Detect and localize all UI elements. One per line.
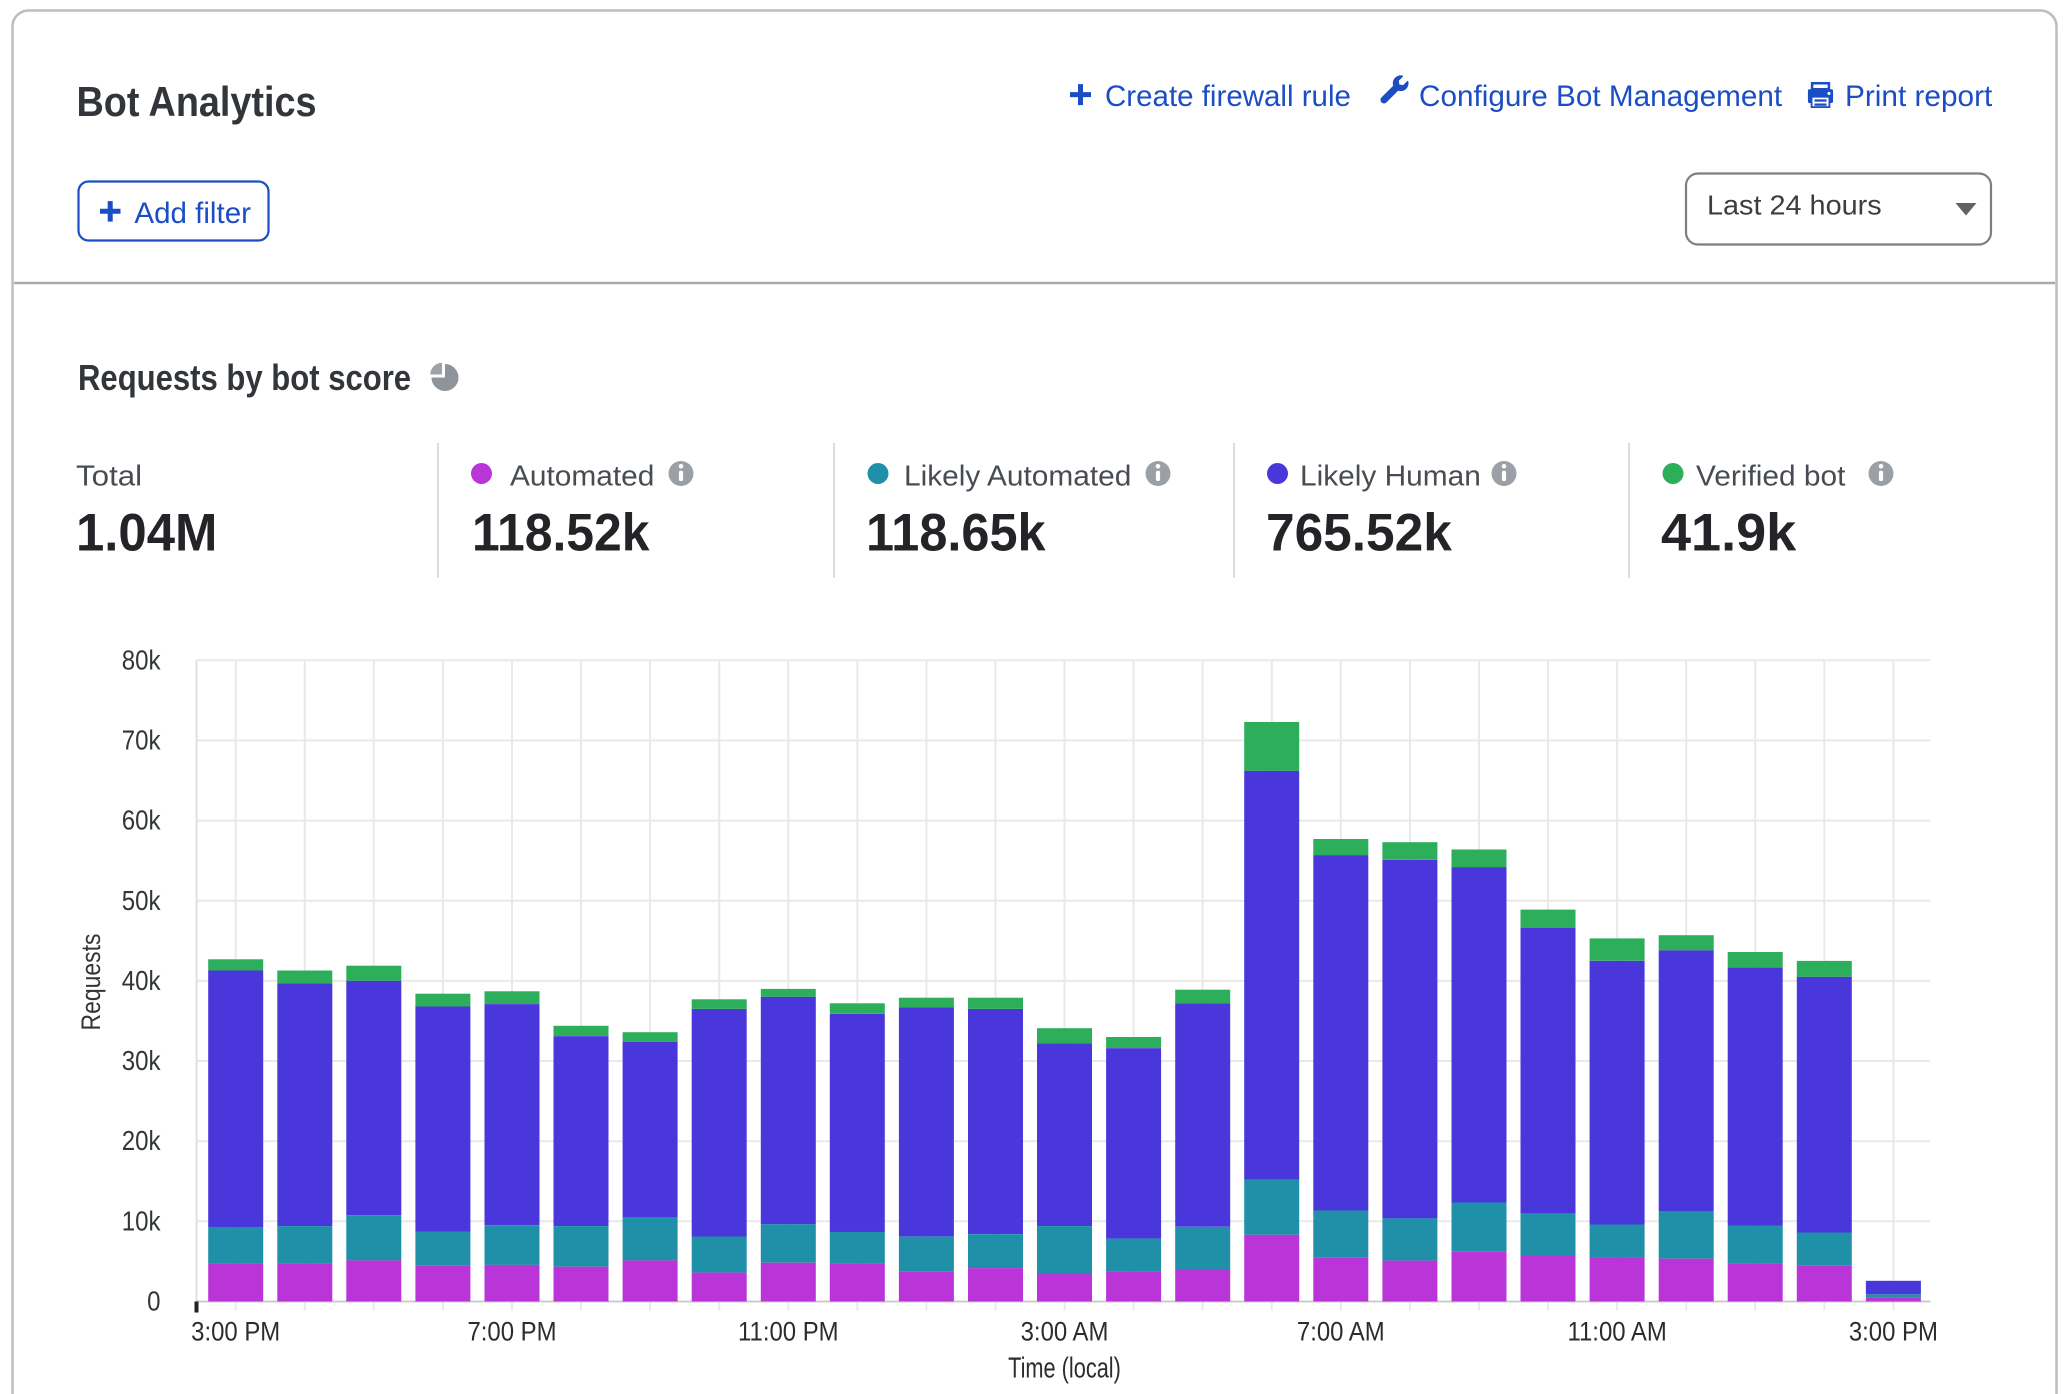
svg-text:1.04M: 1.04M	[76, 504, 217, 563]
svg-text:11:00 AM: 11:00 AM	[1567, 1317, 1666, 1347]
svg-text:3:00 PM: 3:00 PM	[191, 1317, 280, 1347]
svg-text:765.52k: 765.52k	[1266, 504, 1453, 563]
svg-text:3:00 PM: 3:00 PM	[1849, 1317, 1938, 1347]
svg-text:Print report: Print report	[1845, 80, 1993, 113]
svg-text:Requests: Requests	[76, 934, 106, 1031]
svg-text:11:00 PM: 11:00 PM	[738, 1317, 839, 1347]
svg-text:0: 0	[147, 1287, 160, 1317]
svg-text:Likely Automated: Likely Automated	[904, 460, 1131, 493]
svg-text:7:00 AM: 7:00 AM	[1297, 1317, 1385, 1347]
svg-text:Create firewall rule: Create firewall rule	[1105, 80, 1351, 113]
svg-text:Time (local): Time (local)	[1008, 1353, 1121, 1385]
svg-text:Likely Human: Likely Human	[1300, 460, 1481, 493]
svg-text:60k: 60k	[122, 806, 161, 836]
svg-text:3:00 AM: 3:00 AM	[1021, 1317, 1109, 1347]
svg-text:Configure Bot Management: Configure Bot Management	[1419, 80, 1782, 113]
svg-text:118.65k: 118.65k	[866, 502, 1046, 561]
svg-text:50k: 50k	[122, 886, 161, 916]
svg-text:40k: 40k	[122, 966, 161, 996]
svg-text:70k: 70k	[122, 726, 161, 756]
svg-text:Automated: Automated	[510, 460, 654, 493]
svg-text:80k: 80k	[122, 646, 161, 676]
svg-text:Bot Analytics: Bot Analytics	[77, 79, 317, 125]
svg-text:Requests by bot score: Requests by bot score	[78, 359, 411, 399]
svg-text:10k: 10k	[122, 1207, 161, 1237]
svg-text:118.52k: 118.52k	[472, 502, 650, 562]
svg-text:41.9k: 41.9k	[1661, 504, 1796, 562]
svg-text:Verified bot: Verified bot	[1696, 460, 1845, 493]
svg-text:7:00 PM: 7:00 PM	[467, 1317, 556, 1347]
svg-text:Add filter: Add filter	[134, 197, 251, 230]
svg-text:Total: Total	[76, 461, 142, 493]
svg-text:20k: 20k	[122, 1127, 161, 1157]
svg-text:30k: 30k	[122, 1047, 161, 1077]
svg-text:Last 24 hours: Last 24 hours	[1707, 190, 1882, 222]
